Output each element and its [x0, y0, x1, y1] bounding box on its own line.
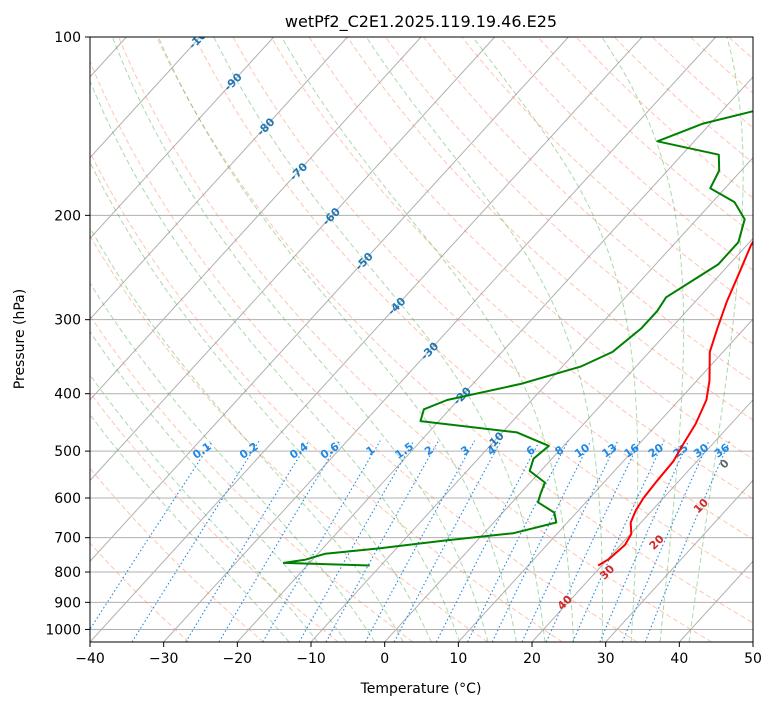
y-tick-label: 300: [54, 313, 81, 329]
x-axis-label: Temperature (°C): [360, 681, 482, 697]
y-axis-label: Pressure (hPa): [12, 289, 28, 389]
x-tick-label: −40: [75, 651, 105, 667]
chart-title: wetPf2_C2E1.2025.119.19.46.E25: [285, 12, 557, 32]
y-tick-label: 800: [54, 565, 81, 581]
x-tick-label: 30: [597, 651, 615, 667]
y-tick-label: 600: [54, 491, 81, 507]
x-tick-label: −30: [149, 651, 179, 667]
x-tick-label: −10: [296, 651, 326, 667]
y-tick-label: 900: [54, 595, 81, 611]
x-tick-label: 0: [380, 651, 389, 667]
x-tick-label: 20: [523, 651, 541, 667]
x-tick-label: 10: [449, 651, 467, 667]
y-tick-label: 1000: [45, 622, 81, 638]
y-tick-label: 100: [54, 30, 81, 46]
y-tick-label: 200: [54, 208, 81, 224]
x-tick-label: −20: [223, 651, 253, 667]
y-tick-label: 500: [54, 444, 81, 460]
x-tick-label: 40: [670, 651, 688, 667]
y-tick-label: 700: [54, 531, 81, 547]
x-tick-label: 50: [744, 651, 762, 667]
y-tick-label: 400: [54, 387, 81, 403]
